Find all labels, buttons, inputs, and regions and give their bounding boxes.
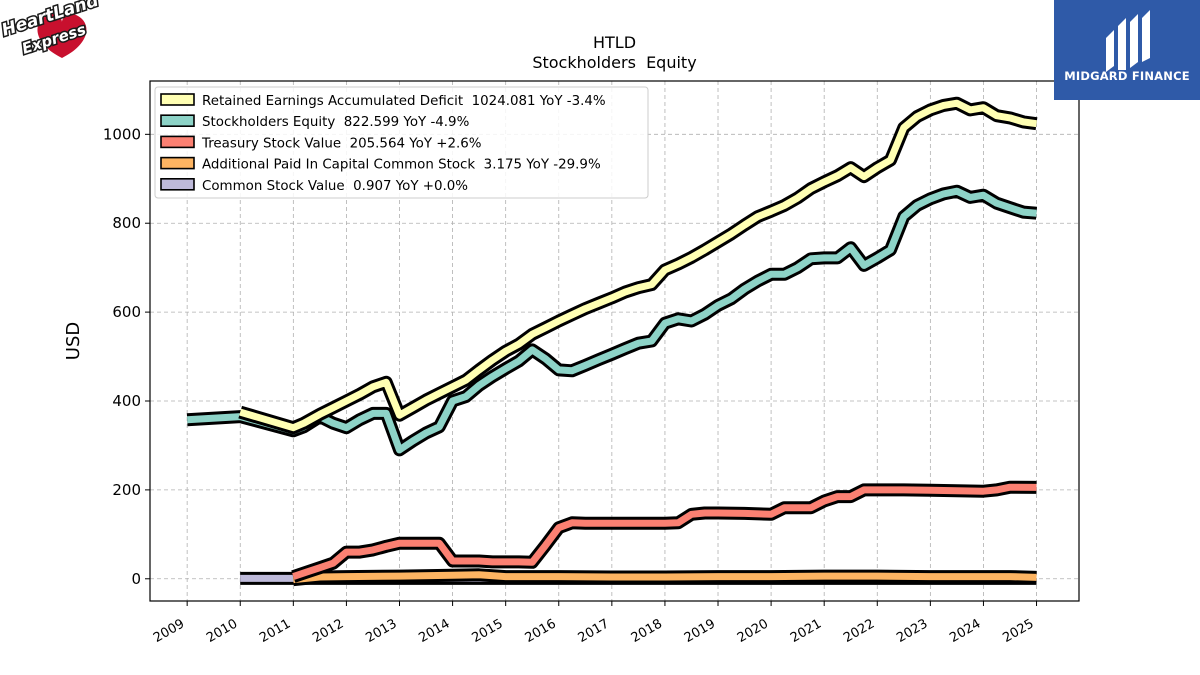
y-tick-label: 1000: [103, 125, 141, 143]
x-axis-ticks: 2009 2010 2011 2012 2013 2014 2015 2016 2017 2018…: [151, 601, 1038, 646]
legend-label: Treasury Stock Value 205.564 YoY +2.6%: [201, 136, 482, 151]
legend: Retained Earnings Accumulated Deficit 10…: [154, 86, 649, 199]
heartland-express-logo: HeartLand Express: [0, 0, 103, 59]
legend-swatch: [160, 93, 195, 106]
y-tick-label: 200: [112, 481, 141, 499]
x-tick-label: 2022: [841, 616, 877, 646]
x-tick-label: 2020: [735, 616, 771, 646]
chart-subtitle: Stockholders Equity: [532, 53, 696, 72]
x-tick-label: 2021: [788, 616, 824, 646]
x-tick-label: 2009: [151, 616, 187, 646]
series-lines: [186, 96, 1038, 587]
series-line-3: [292, 571, 1037, 584]
x-tick-label: 2025: [1000, 616, 1036, 646]
legend-label: Common Stock Value 0.907 YoY +0.0%: [202, 179, 468, 194]
chart-title: HTLD: [593, 33, 636, 52]
y-tick-label: 400: [112, 392, 141, 410]
x-tick-label: 2015: [470, 616, 506, 646]
midgard-finance-logo: MIDGARD FINANCE: [1054, 0, 1200, 100]
legend-label: Retained Earnings Accumulated Deficit 10…: [202, 94, 606, 109]
y-tick-label: 0: [131, 570, 141, 588]
x-tick-label: 2010: [204, 616, 240, 646]
midgard-mark-icon: [1106, 10, 1150, 72]
x-tick-label: 2023: [894, 616, 930, 646]
legend-swatch: [160, 135, 195, 149]
legend-box: [154, 86, 649, 199]
x-tick-label: 2018: [629, 616, 665, 646]
series-line-0: [239, 99, 1037, 432]
legend-label: Stockholders Equity 822.599 YoY -4.9%: [202, 115, 469, 130]
legend-label: Additional Paid In Capital Common Stock …: [202, 158, 601, 173]
y-axis-ticks: 0 200 400 600 800 1000: [103, 125, 150, 588]
x-tick-label: 2016: [523, 616, 559, 646]
y-axis-label: USD: [63, 322, 84, 360]
legend-swatch: [160, 178, 195, 191]
series-line-1: [186, 187, 1037, 454]
x-tick-label: 2019: [682, 616, 718, 646]
x-tick-label: 2011: [257, 616, 293, 646]
legend-swatch: [160, 114, 195, 127]
heart-icon: [37, 13, 87, 59]
midgard-finance-label: MIDGARD FINANCE: [1064, 69, 1190, 83]
x-tick-label: 2013: [363, 616, 399, 646]
series-line-2: [292, 483, 1037, 580]
y-tick-label: 800: [112, 214, 141, 232]
x-tick-label: 2017: [576, 616, 612, 646]
y-tick-label: 600: [112, 303, 141, 321]
plot-area-frame: [149, 80, 1080, 602]
x-tick-label: 2014: [416, 616, 452, 646]
x-tick-label: 2024: [947, 616, 983, 646]
x-tick-label: 2012: [310, 616, 346, 646]
legend-swatch: [160, 156, 195, 170]
